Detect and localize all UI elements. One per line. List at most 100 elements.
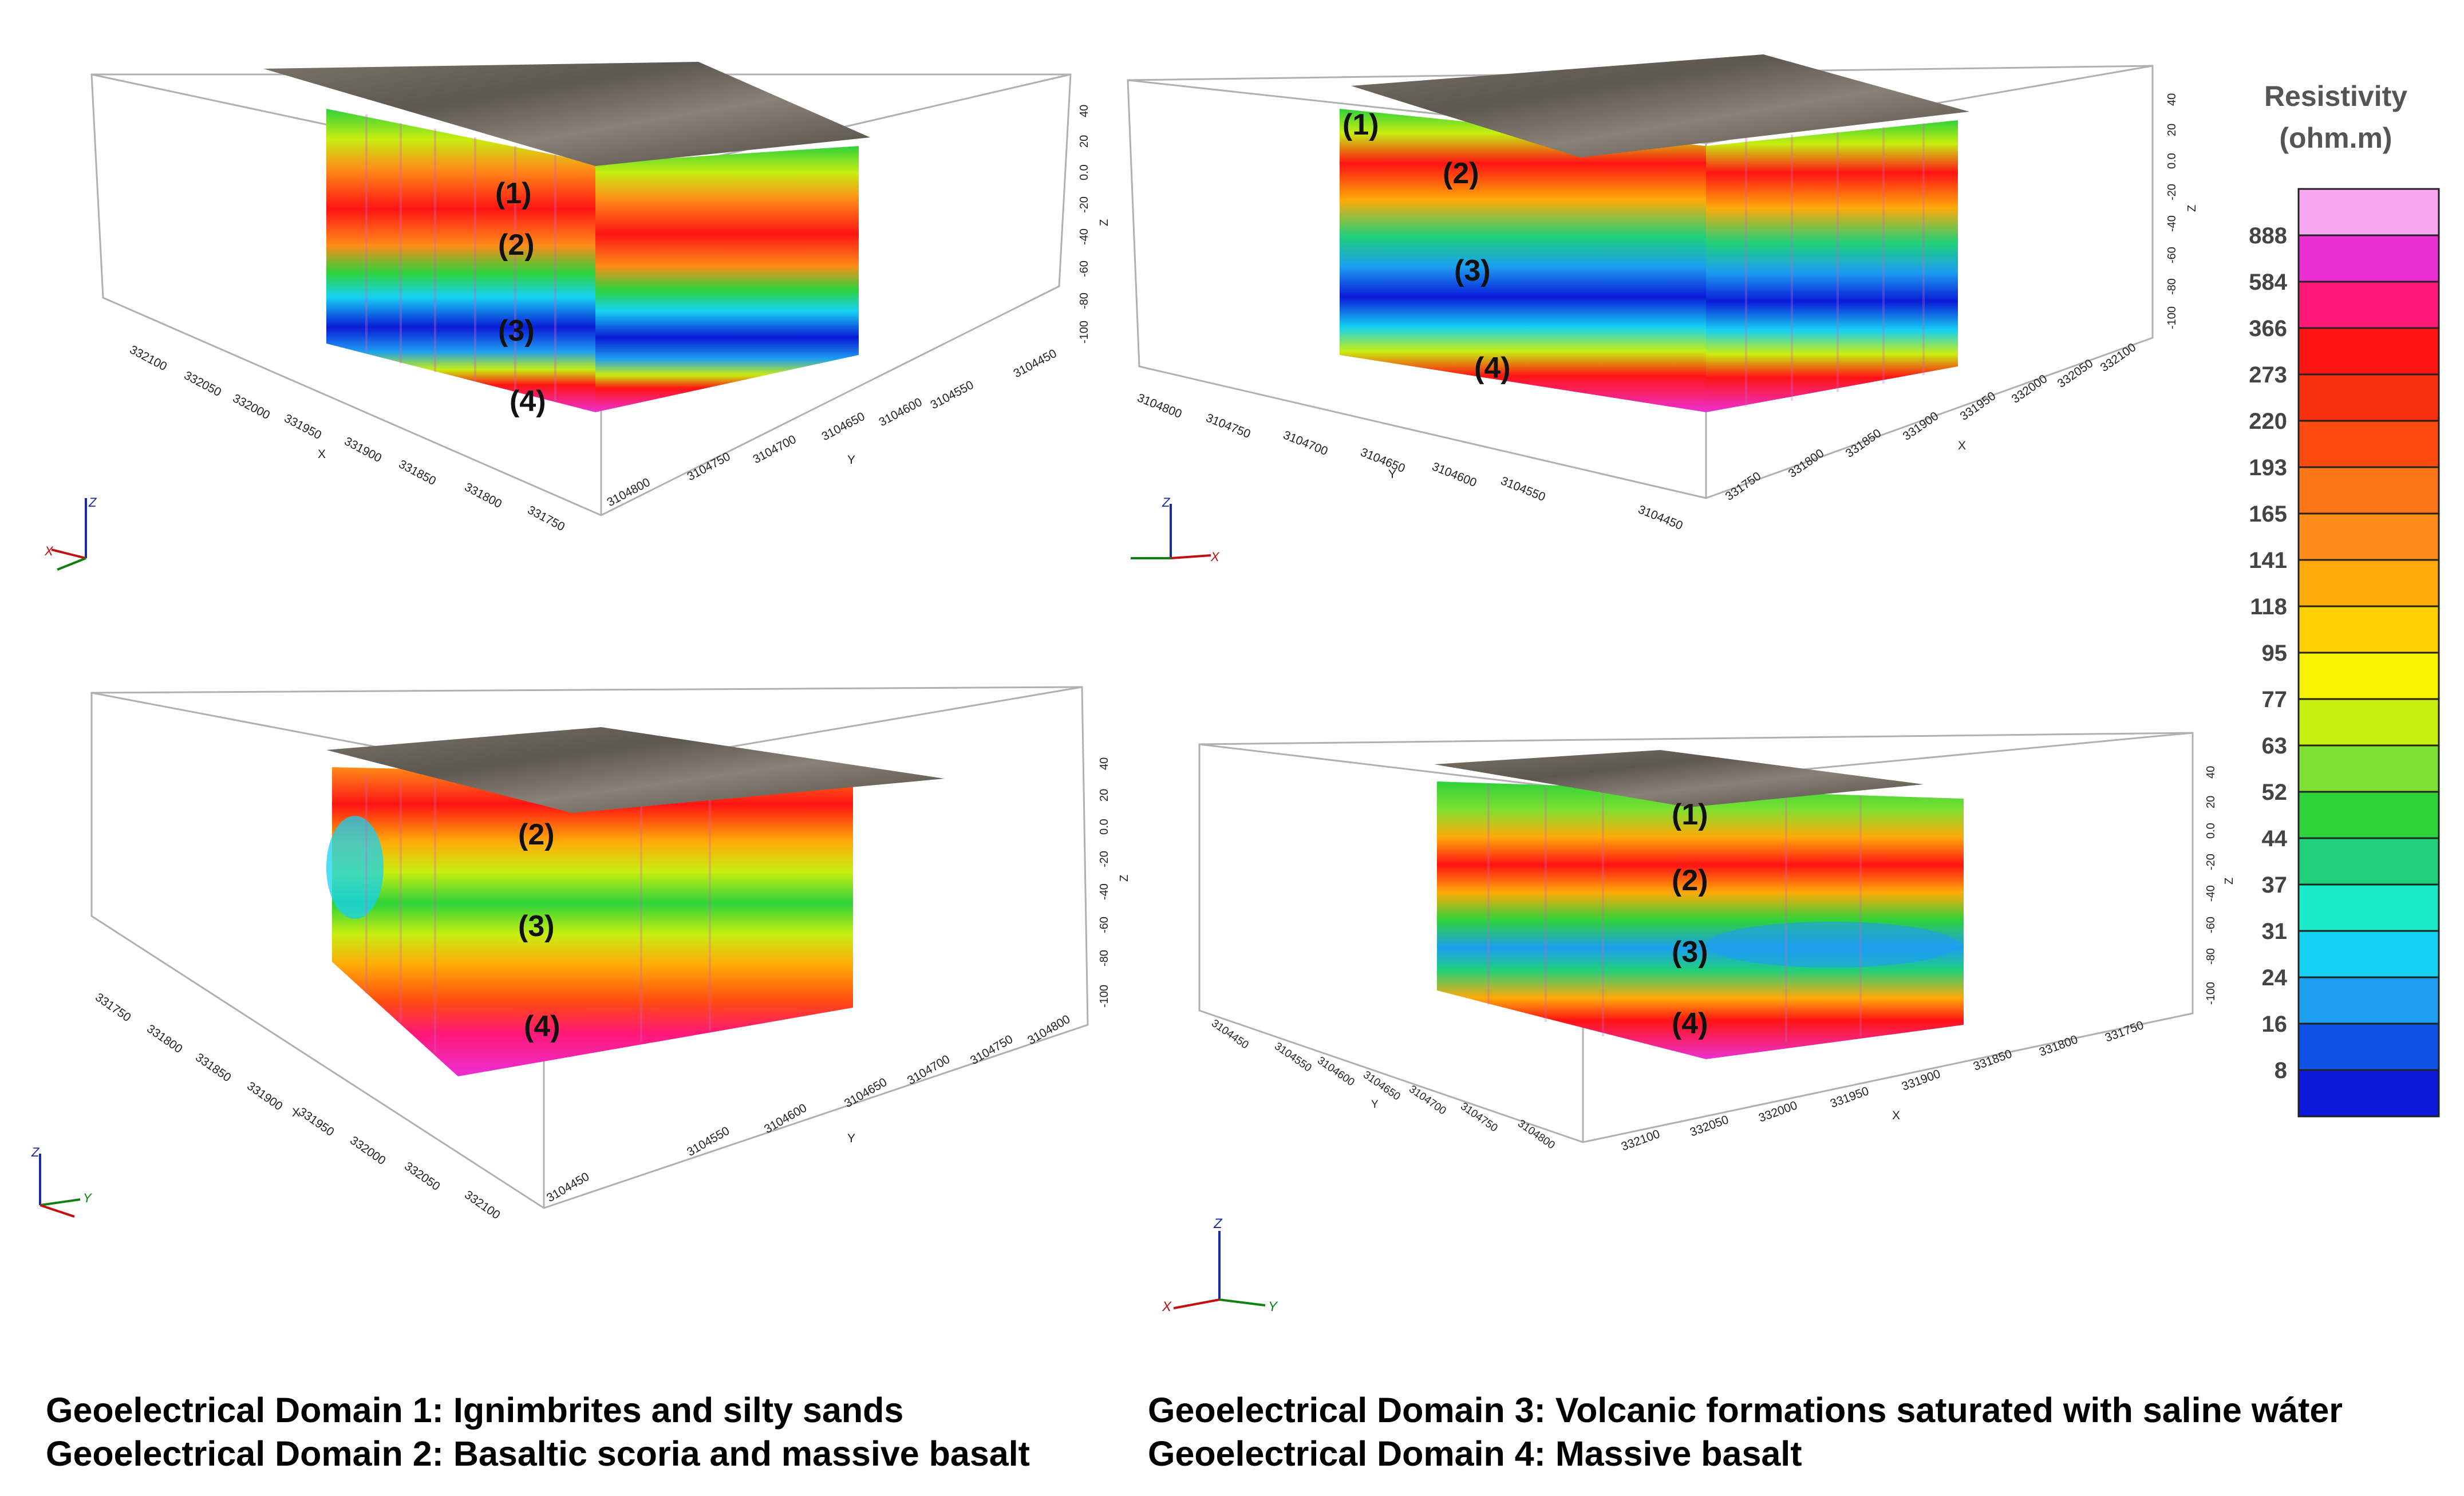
- orientation-triad: Z X: [1131, 495, 1220, 564]
- layer-label: (2): [1443, 157, 1479, 190]
- x-tick: 332050: [2055, 357, 2096, 390]
- legend-value: 37: [2262, 873, 2288, 898]
- x-tick: 331850: [193, 1051, 234, 1084]
- z-tick: 0.0: [1098, 819, 1111, 835]
- triad-label: X: [1162, 1299, 1172, 1315]
- z-tick: -80: [1078, 293, 1091, 309]
- triad-label: Z: [1213, 1216, 1223, 1231]
- y-tick: 3104550: [685, 1124, 732, 1159]
- y-axis-ticks: 3104800 3104750 3104700 3104650 3104600 …: [1135, 391, 1684, 532]
- layer-label: (2): [518, 818, 555, 851]
- legend-tick-labels: 888 584 366 273 220 193 165 141 118 95 77 63 52 44 37 3…: [2249, 223, 2287, 1083]
- y-tick: 3104750: [685, 450, 733, 484]
- legend-value: 44: [2262, 826, 2288, 851]
- z-tick: 40: [1098, 757, 1111, 770]
- x-tick: 332000: [348, 1134, 388, 1167]
- y-tick: 3104800: [1025, 1013, 1072, 1048]
- y-tick: 3104550: [1272, 1040, 1314, 1075]
- y-axis-label: Y: [1388, 468, 1396, 481]
- x-tick: 331800: [463, 480, 504, 511]
- panel-top-left: (1) (2) (3) (4) 40 20 0.0 -20 -40 -60 -8…: [44, 62, 1111, 571]
- x-tick: 331900: [244, 1079, 285, 1113]
- z-tick: 0.0: [2205, 823, 2217, 839]
- z-tick: -80: [1098, 950, 1111, 966]
- legend-swatch: [2297, 234, 2440, 283]
- legend-swatch: [2297, 1023, 2440, 1071]
- y-tick: 3104450: [1012, 347, 1059, 381]
- layer-label: (4): [524, 1010, 560, 1043]
- y-tick: 3104450: [1209, 1017, 1251, 1052]
- z-tick: 40: [1078, 105, 1091, 117]
- x-tick: 332100: [462, 1188, 503, 1222]
- y-tick: 3104600: [1315, 1055, 1357, 1089]
- x-tick: 331750: [526, 503, 567, 534]
- legend-swatch: [2297, 420, 2440, 468]
- z-tick: -20: [1098, 851, 1111, 867]
- x-axis-label: X: [318, 448, 326, 461]
- legend-value: 366: [2249, 316, 2287, 341]
- triad-label: Y: [83, 1191, 92, 1205]
- x-tick: 331800: [144, 1022, 185, 1056]
- caption-domain-3: Geoelectrical Domain 3: Volcanic formati…: [1148, 1391, 2343, 1430]
- legend-swatch: [2297, 837, 2440, 886]
- y-tick: 3104750: [1458, 1100, 1500, 1135]
- x-tick: 331800: [2037, 1033, 2080, 1059]
- legend-value: 165: [2249, 502, 2287, 527]
- panel-bottom-left: (2) (3) (4) 40 20 0.0 -20 -40 -60 -80 -1…: [31, 686, 1131, 1222]
- terrain-surface: [1351, 54, 1969, 157]
- z-axis-label: Z: [1098, 219, 1111, 226]
- z-tick: -60: [2166, 247, 2178, 263]
- orientation-triad: Z X Y: [1162, 1216, 1278, 1315]
- legend-swatch: [2297, 327, 2440, 376]
- legend-value: 16: [2262, 1012, 2288, 1037]
- orientation-triad: Z Y: [31, 1145, 92, 1218]
- legend-swatch: [2297, 512, 2440, 561]
- y-tick: 3104750: [968, 1033, 1015, 1068]
- layer-label: (3): [498, 314, 535, 348]
- z-tick: -100: [2166, 306, 2178, 329]
- z-axis-ticks: 40 20 0.0 -20 -40 -60 -80 -100 Z: [1078, 105, 1111, 344]
- x-tick: 332000: [231, 392, 273, 422]
- z-tick: 20: [1098, 789, 1111, 802]
- panel-top-right: (1) (2) (3) (4) 40 20 0.0 -20 -40 -60 -8…: [1127, 54, 2198, 564]
- x-tick: 331950: [296, 1105, 337, 1139]
- x-tick: 332100: [128, 343, 169, 373]
- y-tick: 3104650: [1359, 445, 1407, 475]
- legend-swatch: [2297, 188, 2440, 236]
- layer-label: (1): [495, 177, 532, 210]
- x-tick: 331750: [2103, 1019, 2146, 1045]
- z-tick: -80: [2166, 278, 2178, 295]
- x-tick: 331750: [93, 990, 133, 1024]
- legend-value: 77: [2262, 687, 2288, 712]
- y-axis-ticks: 3104450 3104550 3104600 3104650 3104700 …: [1209, 1017, 1557, 1152]
- legend-swatch: [2297, 373, 2440, 422]
- y-axis-label: Y: [1371, 1099, 1379, 1111]
- z-tick: -100: [1078, 321, 1091, 344]
- y-tick: 3104750: [1204, 411, 1252, 441]
- x-tick: 332050: [182, 369, 224, 399]
- layer-label: (2): [498, 228, 535, 262]
- y-tick: 3104550: [1499, 474, 1547, 504]
- legend-swatch: [2297, 791, 2440, 839]
- z-tick: 20: [2166, 124, 2178, 136]
- legend-value: 220: [2249, 409, 2287, 434]
- legend-value: 24: [2262, 965, 2288, 990]
- z-tick: -20: [1078, 196, 1091, 213]
- legend-swatch: [2297, 883, 2440, 932]
- legend-value: 273: [2249, 362, 2287, 388]
- y-tick: 3104600: [1430, 460, 1478, 490]
- legend-swatch: [2297, 605, 2440, 654]
- legend-value: 95: [2262, 641, 2288, 666]
- y-tick: 3104700: [1281, 428, 1329, 458]
- triad-label: Y: [1268, 1299, 1278, 1315]
- x-tick: 331750: [1723, 469, 1764, 503]
- y-tick: 3104600: [762, 1102, 809, 1136]
- resistivity-block: [1340, 109, 1958, 412]
- z-tick: 0.0: [1078, 164, 1091, 180]
- layer-labels: (1) (2) (3) (4): [495, 177, 546, 418]
- legend-value: 584: [2249, 270, 2287, 295]
- resistivity-legend: Resistivity (ohm.m) 888 584 366 273 220 193 16…: [2249, 80, 2440, 1118]
- legend-value: 193: [2249, 455, 2287, 480]
- z-axis-ticks: 40 20 0.0 -20 -40 -60 -80 -100 Z: [2205, 766, 2236, 1005]
